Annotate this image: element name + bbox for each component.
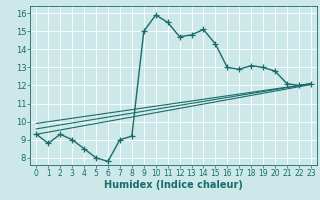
X-axis label: Humidex (Indice chaleur): Humidex (Indice chaleur) [104,180,243,190]
